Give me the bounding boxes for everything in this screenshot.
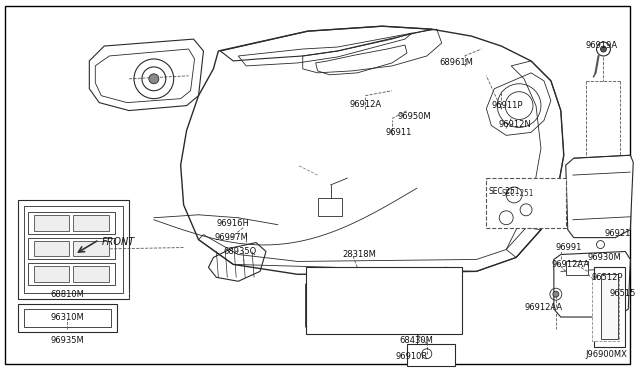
Bar <box>317 198 342 216</box>
Bar <box>306 267 461 334</box>
Text: 28318M: 28318M <box>342 250 376 259</box>
Text: 96991: 96991 <box>556 243 582 252</box>
Bar <box>34 266 70 282</box>
Bar <box>28 212 115 234</box>
Text: 68935Q: 68935Q <box>223 247 257 256</box>
Text: 96912A: 96912A <box>349 100 381 109</box>
Bar <box>600 274 618 339</box>
Text: 96950M: 96950M <box>397 112 431 121</box>
Text: 96935M: 96935M <box>51 336 84 345</box>
Text: 96310M: 96310M <box>51 312 84 321</box>
Bar <box>18 200 129 299</box>
Bar <box>486 178 566 228</box>
Bar <box>34 215 70 231</box>
Bar <box>74 215 109 231</box>
Text: 96916H: 96916H <box>216 219 249 228</box>
Text: 96910R: 96910R <box>396 352 428 361</box>
Bar <box>24 309 111 327</box>
Circle shape <box>149 74 159 84</box>
Bar <box>566 262 588 275</box>
Bar <box>24 206 123 293</box>
Bar <box>28 238 115 259</box>
Text: 96912N: 96912N <box>499 120 531 129</box>
Bar <box>593 267 625 347</box>
Text: J96900MX: J96900MX <box>586 350 627 359</box>
Text: 96930M: 96930M <box>588 253 621 262</box>
Bar <box>74 266 109 282</box>
Text: 96515: 96515 <box>609 289 636 298</box>
Text: 96911: 96911 <box>385 128 412 137</box>
Text: SEC.251: SEC.251 <box>501 189 534 198</box>
Text: 96919A: 96919A <box>586 41 618 49</box>
Bar <box>74 241 109 256</box>
Polygon shape <box>566 155 633 238</box>
Text: 96912AA: 96912AA <box>525 302 563 312</box>
Bar <box>591 279 620 341</box>
Bar <box>18 304 117 332</box>
Text: SEC.251: SEC.251 <box>488 187 520 196</box>
Text: FRONT: FRONT <box>101 237 134 247</box>
Text: 96997M: 96997M <box>214 233 248 242</box>
Text: 68810M: 68810M <box>51 290 84 299</box>
Text: 96912AA: 96912AA <box>552 260 590 269</box>
Text: 68430M: 68430M <box>399 336 433 345</box>
Circle shape <box>600 46 607 52</box>
Polygon shape <box>306 267 461 334</box>
Bar <box>407 344 454 366</box>
Polygon shape <box>554 251 630 317</box>
Text: 68961M: 68961M <box>440 58 474 67</box>
Circle shape <box>553 291 559 297</box>
Text: 96921: 96921 <box>604 229 630 238</box>
Bar <box>34 241 70 256</box>
Text: 96512P: 96512P <box>591 273 623 282</box>
Text: 96911P: 96911P <box>492 101 523 110</box>
Bar <box>28 263 115 285</box>
